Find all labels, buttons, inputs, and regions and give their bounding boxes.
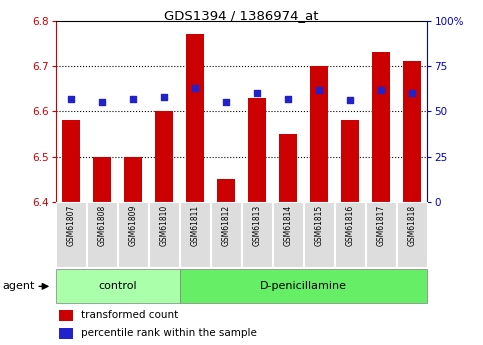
Text: GDS1394 / 1386974_at: GDS1394 / 1386974_at xyxy=(164,9,319,22)
FancyBboxPatch shape xyxy=(242,203,272,267)
Point xyxy=(98,99,106,105)
Text: control: control xyxy=(98,282,137,291)
Bar xyxy=(186,34,204,202)
Bar xyxy=(403,61,421,202)
Bar xyxy=(248,98,266,202)
FancyBboxPatch shape xyxy=(366,203,396,267)
FancyBboxPatch shape xyxy=(180,203,210,267)
Bar xyxy=(310,66,328,202)
Text: GSM61807: GSM61807 xyxy=(67,205,75,246)
Point xyxy=(346,98,354,103)
Text: GSM61817: GSM61817 xyxy=(376,205,385,246)
Bar xyxy=(93,157,112,202)
Point xyxy=(222,99,230,105)
Text: percentile rank within the sample: percentile rank within the sample xyxy=(81,328,256,338)
Point xyxy=(284,96,292,101)
Point xyxy=(160,94,168,100)
FancyBboxPatch shape xyxy=(211,203,241,267)
Point xyxy=(408,90,416,96)
Point xyxy=(129,96,137,101)
Bar xyxy=(155,111,173,202)
FancyBboxPatch shape xyxy=(87,203,117,267)
FancyBboxPatch shape xyxy=(304,203,334,267)
Text: GSM61811: GSM61811 xyxy=(190,205,199,246)
Bar xyxy=(372,52,390,202)
Text: GSM61818: GSM61818 xyxy=(408,205,416,246)
FancyBboxPatch shape xyxy=(335,203,365,267)
Bar xyxy=(62,120,80,202)
Point xyxy=(253,90,261,96)
Bar xyxy=(217,179,235,202)
Text: GSM61808: GSM61808 xyxy=(98,205,107,246)
Text: GSM61813: GSM61813 xyxy=(253,205,261,246)
Point xyxy=(315,87,323,92)
Text: GSM61810: GSM61810 xyxy=(159,205,169,246)
Text: GSM61809: GSM61809 xyxy=(128,205,138,246)
Text: D-penicillamine: D-penicillamine xyxy=(260,282,347,291)
Bar xyxy=(341,120,359,202)
FancyBboxPatch shape xyxy=(118,203,148,267)
Bar xyxy=(124,157,142,202)
Bar xyxy=(56,269,180,304)
Point xyxy=(67,96,75,101)
FancyBboxPatch shape xyxy=(56,203,86,267)
Text: agent: agent xyxy=(2,282,35,291)
Bar xyxy=(180,269,427,304)
Bar xyxy=(59,310,73,321)
Text: GSM61814: GSM61814 xyxy=(284,205,293,246)
Bar xyxy=(59,328,73,339)
FancyBboxPatch shape xyxy=(273,203,303,267)
Text: GSM61816: GSM61816 xyxy=(345,205,355,246)
Bar xyxy=(279,134,297,202)
Text: GSM61812: GSM61812 xyxy=(222,205,230,246)
Text: GSM61815: GSM61815 xyxy=(314,205,324,246)
Point xyxy=(377,87,385,92)
FancyBboxPatch shape xyxy=(149,203,179,267)
Point xyxy=(191,85,199,90)
Text: transformed count: transformed count xyxy=(81,310,178,320)
FancyBboxPatch shape xyxy=(397,203,427,267)
